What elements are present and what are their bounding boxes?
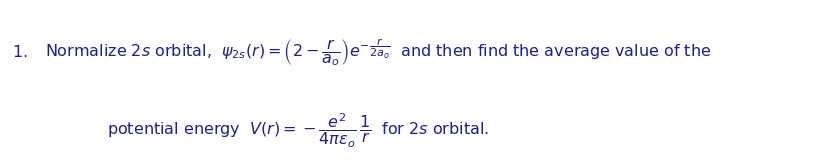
Text: potential energy  $V(r) = -\dfrac{e^2}{4\pi\varepsilon_o}\,\dfrac{1}{r}$  for $2: potential energy $V(r) = -\dfrac{e^2}{4\… <box>107 112 488 150</box>
Text: Normalize $2s$ orbital,  $\psi_{2s}(r) = \left(2 - \dfrac{r}{a_o}\right)e^{-\dfr: Normalize $2s$ orbital, $\psi_{2s}(r) = … <box>45 37 711 68</box>
Text: $1.$: $1.$ <box>12 44 28 61</box>
